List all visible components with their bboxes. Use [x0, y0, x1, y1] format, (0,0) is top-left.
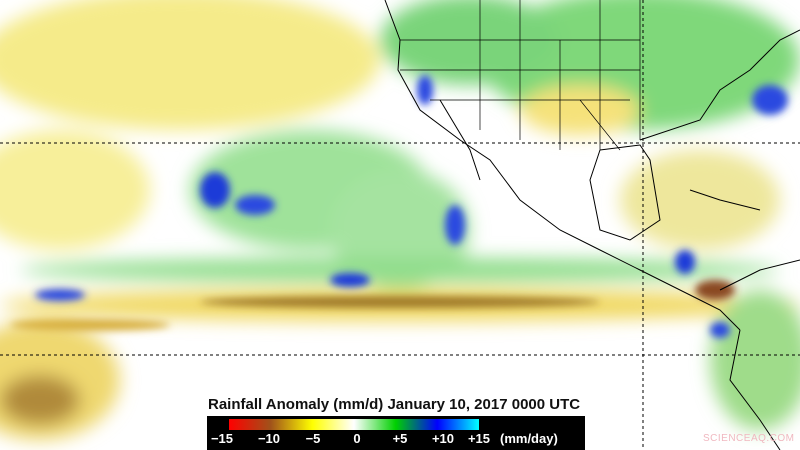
strong-anomaly-spots: [10, 75, 788, 338]
legend-tick: +5: [392, 431, 408, 446]
color-scale-bar: [229, 419, 479, 430]
legend-tick: −5: [305, 431, 321, 446]
legend-tick: +15: [467, 431, 491, 446]
legend-tick: −15: [210, 431, 234, 446]
state-borders: [400, 0, 641, 151]
color-legend: −15 −10 −5 0 +5 +10 +15 (mm/day): [207, 416, 585, 450]
map-title: Rainfall Anomaly (mm/d) January 10, 2017…: [208, 396, 581, 413]
watermark: SCIENCEAQ.COM: [703, 433, 795, 444]
legend-unit: (mm/day): [500, 431, 558, 446]
legend-tick: +10: [431, 431, 455, 446]
legend-tick: 0: [353, 431, 361, 446]
legend-tick: −10: [257, 431, 281, 446]
anomaly-field: [0, 0, 800, 440]
